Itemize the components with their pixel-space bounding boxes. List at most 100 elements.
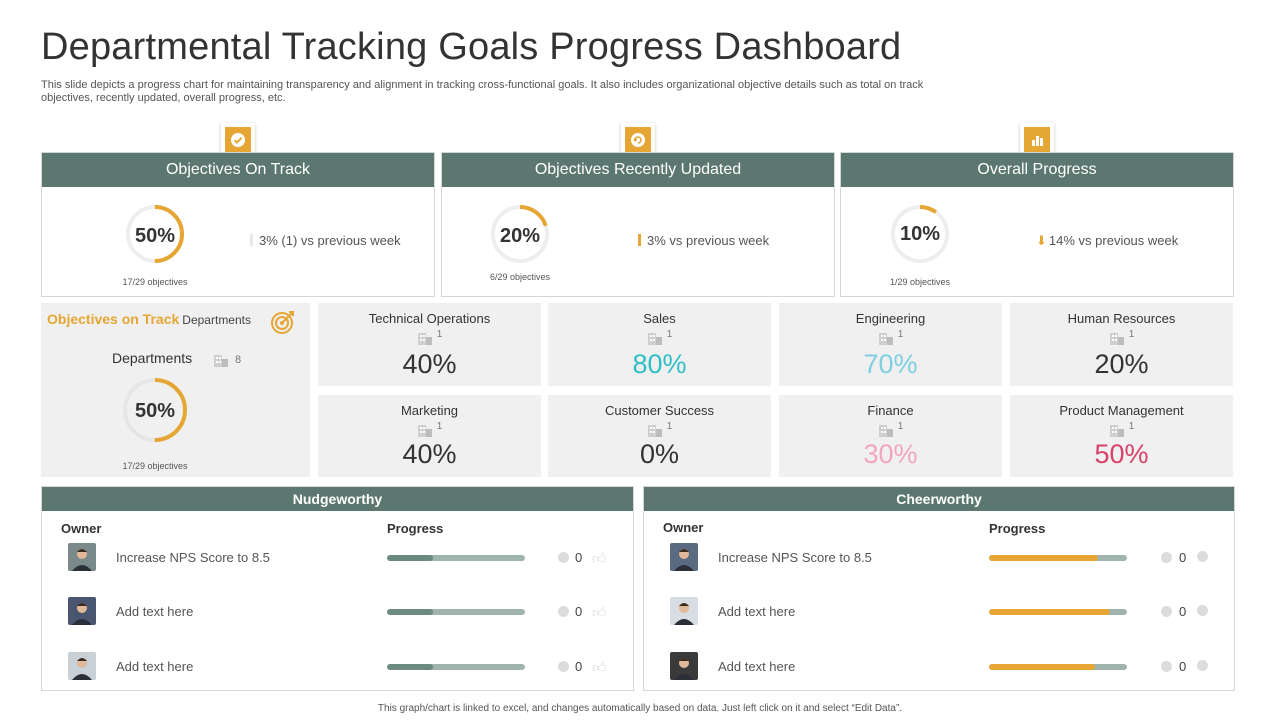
page-title: Departmental Tracking Goals Progress Das… [41,26,902,68]
owner-column-header: Owner [61,521,102,536]
department-name: Engineering [855,311,926,326]
departments-heading-suffix: Departments [182,313,251,327]
status-dot[interactable] [1161,552,1172,563]
card-objectives-on-track: Objectives On Track 50% 17/29 objectives… [41,152,435,297]
goal-text: Increase NPS Score to 8.5 [718,550,872,565]
progress-bar-fill [387,664,433,670]
page-subtitle: This slide depicts a progress chart for … [41,79,924,104]
avatar [670,597,698,625]
building-icon [214,355,228,367]
department-count-value: 1 [1128,328,1135,340]
progress-ring [123,378,187,442]
building-icon [647,425,662,437]
departments-percent: 50% [134,400,176,422]
department-percent: 50% [1094,439,1149,469]
progress-bar-fill [989,555,1099,561]
nudgeworthy-panel: Nudgeworthy Owner Progress Increase NPS … [41,486,634,691]
goal-text: Add text here [116,659,194,674]
goal-text: Add text here [116,604,194,619]
target-icon [271,311,294,334]
thumbs-up-icon[interactable]: 👍︎ [592,659,607,675]
department-percent: 80% [632,349,687,379]
avatar [68,543,96,571]
card-title: Objectives On Track [42,153,434,187]
goal-text: Add text here [718,604,796,619]
department-tile: Human Resources 1 20% [1010,303,1233,386]
owner-column-header: Owner [663,520,704,535]
progress-bar [989,609,1127,615]
card-percent: 10% [899,223,941,245]
progress-bar [387,555,525,561]
department-percent: 0% [639,439,680,469]
refresh-icon-badge [621,123,655,157]
department-percent: 40% [402,349,457,379]
department-tile: Product Management 1 50% [1010,395,1233,477]
building-icon [1109,333,1124,345]
building-icon [417,425,432,437]
department-percent: 30% [863,439,918,469]
department-count-value: 1 [436,328,443,340]
card-delta-text: 3% vs previous week [647,233,770,248]
delta-marker [638,234,641,246]
progress-bar-fill [387,609,433,615]
progress-bar [387,664,525,670]
department-tile: Technical Operations 1 40% [318,303,541,386]
vote-count: 0 [1179,604,1187,619]
departments-objectives: 17/29 objectives [122,461,188,471]
bar-chart-icon [1032,136,1043,146]
bar-chart-icon-badge [1020,123,1054,157]
department-count-value: 1 [897,420,904,432]
department-count: 1 [1010,420,1233,438]
department-name: Sales [643,311,676,326]
cheerworthy-title: Cheerworthy [644,487,1234,511]
status-dot[interactable] [558,552,569,563]
department-tile: Sales 1 80% [548,303,771,386]
check-circle-icon-badge [221,123,255,157]
progress-ring [891,205,949,263]
status-dot[interactable] [1197,551,1208,562]
owner-row: Add text here 0 👍︎ [42,597,633,627]
progress-bar [989,664,1127,670]
department-count-value: 1 [897,328,904,340]
department-name: Customer Success [604,403,715,418]
status-dot[interactable] [1161,661,1172,672]
card-objectives-recently-updated: Objectives Recently Updated 20% 6/29 obj… [441,152,835,297]
department-tile: Customer Success 1 0% [548,395,771,477]
owner-row: Increase NPS Score to 8.5 0 👍︎ [42,543,633,573]
card-delta: 3% vs previous week [638,233,769,248]
owner-row: Add text here 0 [644,652,1234,682]
delta-marker [250,234,253,246]
departments-panel-heading: Objectives on Track Departments [47,311,251,327]
refresh-icon [631,133,645,147]
card-title: Overall Progress [841,153,1233,187]
progress-ring [491,205,549,263]
status-dot[interactable] [558,661,569,672]
department-count-value: 1 [666,328,673,340]
card-objectives: 17/29 objectives [122,277,188,287]
card-percent: 20% [499,225,541,247]
department-name: Finance [867,403,914,418]
card-delta-text: 14% vs previous week [1048,233,1179,248]
department-count: 1 [318,328,541,346]
department-count: 1 [779,420,1002,438]
department-name: Product Management [1059,403,1184,418]
status-dot[interactable] [1197,605,1208,616]
department-percent: 20% [1094,349,1149,379]
departments-count-value: 8 [235,354,242,366]
thumbs-up-icon[interactable]: 👍︎ [592,550,607,566]
progress-bar-fill [387,555,433,561]
vote-count: 0 [575,550,583,565]
status-dot[interactable] [1161,606,1172,617]
avatar [670,543,698,571]
card-delta-text: 3% (1) vs previous week [259,233,401,248]
department-count-value: 1 [436,420,443,432]
status-dot[interactable] [558,606,569,617]
status-dot[interactable] [1197,660,1208,671]
thumbs-up-icon[interactable]: 👍︎ [592,604,607,620]
department-count-value: 1 [1128,420,1135,432]
department-tile: Finance 1 30% [779,395,1002,477]
progress-bar [387,609,525,615]
progress-ring [126,205,184,263]
department-tile: Marketing 1 40% [318,395,541,477]
department-name: Marketing [400,403,459,418]
